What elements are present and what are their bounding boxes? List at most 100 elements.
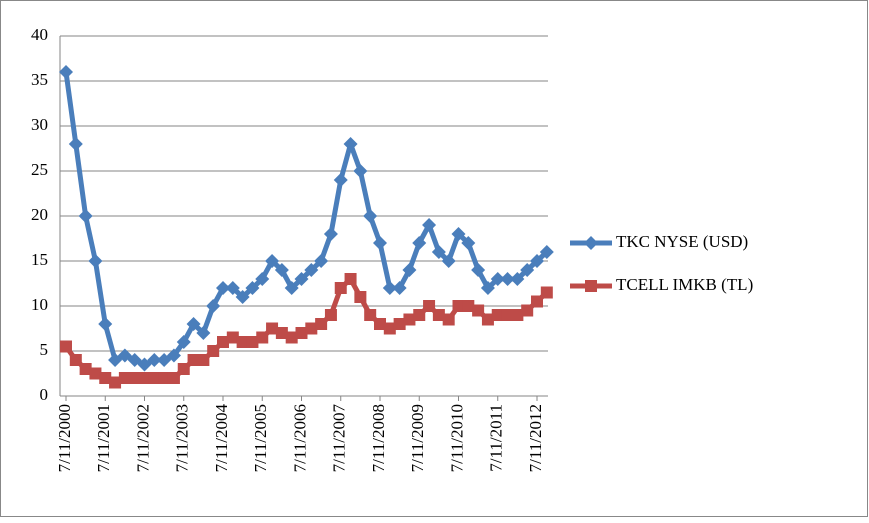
- data-point: [59, 65, 73, 79]
- data-point: [187, 354, 200, 366]
- data-point: [343, 137, 358, 151]
- data-point: [501, 309, 514, 321]
- data-point: [177, 363, 190, 375]
- data-point: [109, 376, 122, 389]
- data-point: [295, 327, 308, 339]
- x-tick-label: 7/11/2006: [290, 404, 309, 472]
- data-point: [531, 295, 543, 308]
- data-point: [196, 326, 211, 340]
- data-point: [432, 309, 445, 321]
- data-point: [413, 309, 426, 321]
- data-point: [334, 282, 347, 294]
- y-tick-label: 40: [31, 25, 48, 44]
- data-point: [284, 281, 299, 295]
- data-point: [344, 273, 357, 285]
- data-point: [521, 304, 534, 317]
- data-point: [539, 245, 554, 259]
- data-point: [157, 353, 172, 367]
- data-point: [511, 309, 524, 321]
- data-point: [354, 291, 367, 303]
- y-tick-label: 20: [31, 205, 48, 224]
- data-point: [373, 236, 387, 250]
- data-point: [374, 318, 386, 330]
- x-tick-label: 7/11/2008: [369, 404, 388, 472]
- x-tick-label: 7/11/2011: [487, 404, 506, 472]
- data-point: [480, 281, 495, 295]
- data-point: [323, 227, 338, 241]
- data-point: [402, 263, 417, 277]
- data-point: [235, 290, 250, 304]
- legend-label: TKC NYSE (USD): [616, 232, 748, 251]
- data-point: [148, 372, 161, 384]
- data-point: [333, 173, 348, 187]
- data-point: [127, 353, 142, 367]
- data-point: [461, 236, 476, 250]
- x-tick-label: 7/11/2012: [526, 404, 545, 472]
- x-tick-label: 7/11/2000: [55, 404, 74, 472]
- legend-marker: [584, 236, 598, 250]
- data-point: [363, 209, 378, 223]
- data-point: [285, 331, 298, 344]
- data-point: [530, 254, 544, 268]
- x-tick-label: 7/11/2010: [447, 404, 466, 472]
- data-point: [422, 218, 437, 232]
- y-tick-label: 30: [31, 115, 48, 134]
- data-point: [256, 331, 269, 344]
- y-tick-label: 35: [31, 70, 48, 89]
- data-point: [274, 263, 289, 277]
- data-point: [452, 300, 465, 312]
- data-point: [98, 317, 113, 331]
- data-point: [510, 272, 525, 286]
- legend-label: TCELL IMKB (TL): [616, 275, 753, 294]
- data-point: [294, 272, 309, 286]
- x-tick-label: 7/11/2002: [133, 404, 152, 472]
- data-point: [403, 313, 416, 326]
- data-point: [423, 300, 436, 312]
- data-point: [226, 331, 239, 344]
- data-point: [78, 209, 93, 223]
- data-point: [472, 304, 485, 317]
- data-point: [79, 363, 92, 375]
- data-point: [108, 353, 123, 367]
- y-tick-label: 25: [31, 160, 48, 179]
- data-point: [353, 164, 368, 178]
- data-point: [324, 309, 337, 321]
- data-point: [412, 236, 427, 250]
- data-point: [491, 309, 504, 321]
- data-point: [216, 281, 230, 295]
- data-point: [245, 281, 260, 295]
- data-point: [99, 372, 112, 384]
- data-point: [500, 272, 515, 286]
- x-tick-label: 7/11/2007: [330, 404, 349, 473]
- x-tick-label: 7/11/2004: [212, 404, 231, 473]
- x-tick-label: 7/11/2009: [408, 404, 427, 472]
- y-tick-label: 10: [31, 295, 48, 314]
- data-point: [314, 254, 329, 268]
- data-point: [137, 357, 152, 372]
- data-point: [490, 272, 505, 286]
- x-tick-label: 7/11/2005: [251, 404, 270, 472]
- data-point: [118, 372, 131, 384]
- x-tick-label: 7/11/2001: [94, 404, 113, 472]
- data-point: [117, 348, 132, 363]
- data-point: [60, 340, 72, 353]
- data-point: [158, 372, 171, 384]
- data-point: [441, 254, 456, 268]
- data-point: [304, 263, 319, 277]
- data-point: [89, 367, 102, 380]
- data-point: [207, 345, 220, 357]
- data-point: [186, 317, 201, 331]
- data-point: [138, 372, 151, 384]
- data-point: [255, 272, 270, 286]
- data-point: [442, 313, 455, 326]
- data-point: [382, 281, 397, 295]
- data-point: [305, 322, 318, 335]
- data-point: [197, 354, 210, 366]
- data-point: [265, 254, 280, 268]
- data-point: [266, 322, 279, 335]
- y-tick-label: 0: [40, 385, 49, 404]
- data-point: [69, 354, 82, 366]
- x-tick-label: 7/11/2003: [173, 404, 192, 472]
